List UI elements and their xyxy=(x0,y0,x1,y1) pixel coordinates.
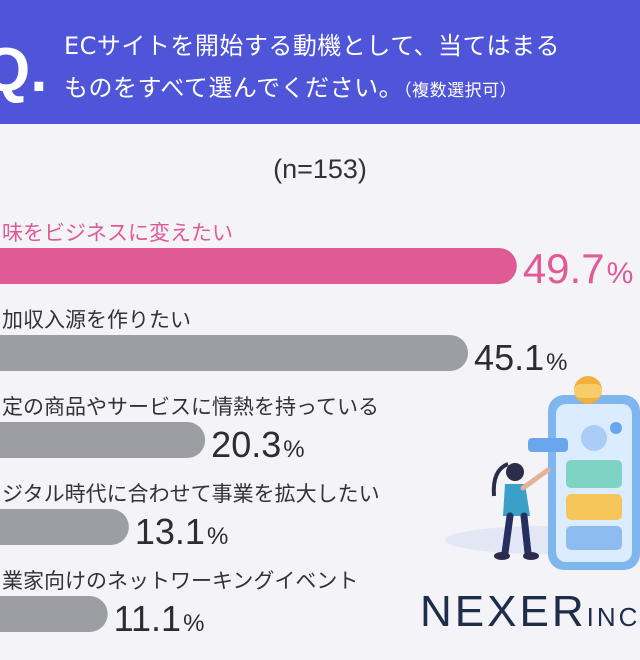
category-label: 業家向けのネットワーキングイベント xyxy=(2,569,358,593)
value-label: 49.7 xyxy=(523,245,605,292)
value-unit: % xyxy=(546,349,567,376)
bar xyxy=(0,248,517,284)
value-label: 13.1 xyxy=(135,511,205,552)
logo-suffix: INC xyxy=(586,602,640,632)
question-note: （複数選択可） xyxy=(403,81,518,101)
category-label: ジタル時代に合わせて事業を拡大したい xyxy=(2,482,380,506)
question-text: ものをすべて選んでください。 xyxy=(64,74,404,102)
sample-size: (n=153) xyxy=(273,154,367,184)
bar xyxy=(0,596,108,632)
category-label: 味をビジネスに変えたい xyxy=(2,221,233,245)
value-unit: % xyxy=(283,436,304,463)
value-label: 11.1 xyxy=(114,598,181,639)
bar xyxy=(0,335,469,371)
value-unit: % xyxy=(607,257,634,290)
question-header: Q. ECサイトを開始する動機として、当てはまる ものをすべて選んでください。（… xyxy=(0,0,640,124)
question-text-line-2: ものをすべて選んでください。（複数選択可） xyxy=(64,68,517,103)
question-text-line-1: ECサイトを開始する動機として、当てはまる xyxy=(64,32,561,60)
nexer-logo: NEXERINC xyxy=(420,590,640,634)
value-label: 20.3 xyxy=(211,424,281,465)
value-unit: % xyxy=(183,610,204,637)
ecommerce-illustration-icon xyxy=(445,376,640,570)
category-label: 加収入源を作りたい xyxy=(2,308,191,332)
bar xyxy=(0,422,206,458)
value-unit: % xyxy=(207,523,228,550)
logo-name: NEXER xyxy=(420,587,587,636)
value-label: 45.1 xyxy=(474,337,544,378)
bar xyxy=(0,509,129,545)
question-mark: Q. xyxy=(0,36,48,105)
category-label: 定の商品やサービスに情熱を持っている xyxy=(2,395,379,419)
